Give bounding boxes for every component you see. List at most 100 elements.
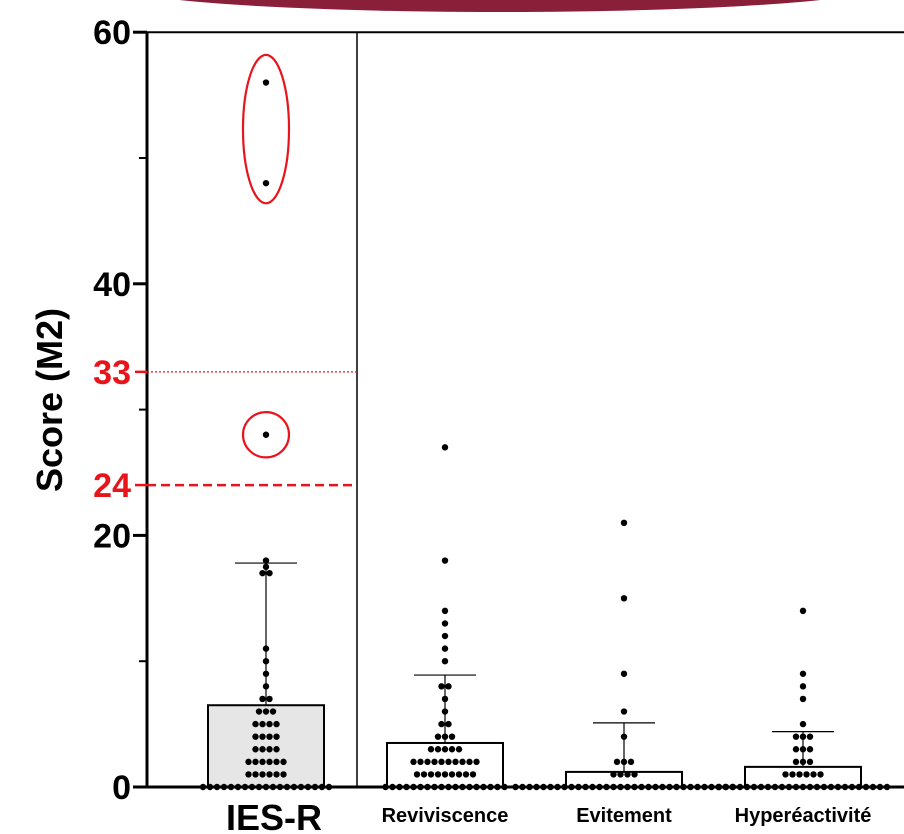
data-point — [441, 708, 449, 715]
data-point — [806, 746, 814, 753]
data-point — [255, 708, 263, 715]
data-point — [252, 720, 259, 728]
data-point — [459, 758, 466, 766]
data-point — [252, 746, 259, 753]
data-point — [620, 733, 628, 740]
data-point — [259, 720, 266, 728]
data-point — [259, 758, 266, 766]
data-point — [799, 607, 807, 615]
data-point — [434, 771, 442, 778]
data-point — [269, 708, 277, 715]
data-point — [441, 620, 449, 627]
x-tick-label: IES-R — [226, 797, 322, 834]
data-point — [627, 758, 635, 766]
data-point — [448, 771, 456, 778]
data-point — [262, 79, 270, 86]
axes-layer — [133, 30, 904, 789]
data-point — [266, 758, 273, 766]
data-point — [782, 771, 789, 778]
y-tick-label: 40 — [93, 266, 131, 304]
data-point — [424, 758, 431, 766]
data-point — [445, 758, 452, 766]
data-point — [806, 733, 814, 740]
data-point — [620, 708, 628, 715]
data-point — [799, 720, 807, 728]
data-point — [262, 683, 270, 690]
reference-label-33: 33 — [93, 354, 131, 392]
data-point — [252, 758, 259, 766]
data-point — [620, 519, 628, 527]
data-point — [266, 720, 273, 728]
reference-label-24: 24 — [93, 467, 131, 505]
data-point — [441, 632, 449, 640]
data-point — [262, 557, 270, 564]
bar-0 — [207, 704, 325, 788]
data-point — [799, 670, 807, 677]
data-point — [799, 683, 807, 690]
data-point — [620, 595, 628, 602]
data-point — [799, 746, 807, 753]
data-point — [441, 695, 449, 703]
data-point — [280, 758, 287, 766]
highlight-ellipse-1 — [241, 411, 291, 459]
data-point — [259, 733, 266, 740]
data-point — [817, 771, 824, 778]
data-point — [792, 746, 800, 753]
data-point — [469, 771, 477, 778]
data-point — [441, 444, 449, 451]
data-point — [262, 670, 270, 677]
data-point — [266, 771, 273, 778]
data-point — [441, 771, 449, 778]
data-point — [610, 771, 617, 778]
data-point — [617, 771, 624, 778]
bars-layer — [207, 704, 862, 789]
data-point — [252, 771, 259, 778]
x-tick-label: Evitement — [576, 805, 672, 827]
data-point — [420, 771, 428, 778]
data-point — [624, 771, 631, 778]
data-point — [259, 771, 266, 778]
data-point — [613, 758, 621, 766]
data-point — [452, 758, 459, 766]
data-point — [413, 771, 421, 778]
data-point — [462, 771, 470, 778]
data-point — [259, 746, 266, 753]
data-point — [259, 695, 266, 703]
data-point — [799, 733, 807, 740]
data-point — [806, 758, 814, 766]
data-point — [280, 771, 287, 778]
data-point — [796, 771, 803, 778]
data-point — [266, 695, 273, 703]
data-point — [803, 771, 810, 778]
data-point — [438, 720, 445, 728]
data-point — [417, 758, 424, 766]
data-point — [441, 557, 449, 564]
data-point — [262, 431, 270, 438]
data-point — [441, 607, 449, 615]
highlight-layer — [241, 53, 291, 459]
data-point — [799, 758, 807, 766]
data-point — [441, 658, 449, 665]
data-point — [273, 720, 280, 728]
data-point — [792, 758, 800, 766]
data-point — [441, 645, 449, 652]
highlight-ellipse-0 — [241, 53, 291, 205]
y-axis-title: Score (M2) — [29, 308, 70, 492]
data-point — [799, 695, 807, 703]
data-point — [466, 758, 473, 766]
data-point — [266, 733, 273, 740]
data-point — [438, 683, 445, 690]
labels-layer: 0 20 40 60 33 24 IES-R Reviviscence Evitement Hyp… — [29, 14, 871, 834]
data-point — [273, 758, 280, 766]
data-point — [262, 645, 270, 652]
data-point — [273, 771, 280, 778]
x-tick-label: Reviviscence — [382, 805, 509, 827]
data-point — [262, 563, 270, 571]
x-tick-label: Hyperéactivité — [735, 805, 872, 827]
data-point — [431, 758, 438, 766]
data-point — [252, 733, 259, 740]
y-tick-label: 60 — [93, 14, 131, 52]
data-point — [262, 708, 270, 715]
data-point — [245, 771, 252, 778]
data-point — [631, 771, 638, 778]
